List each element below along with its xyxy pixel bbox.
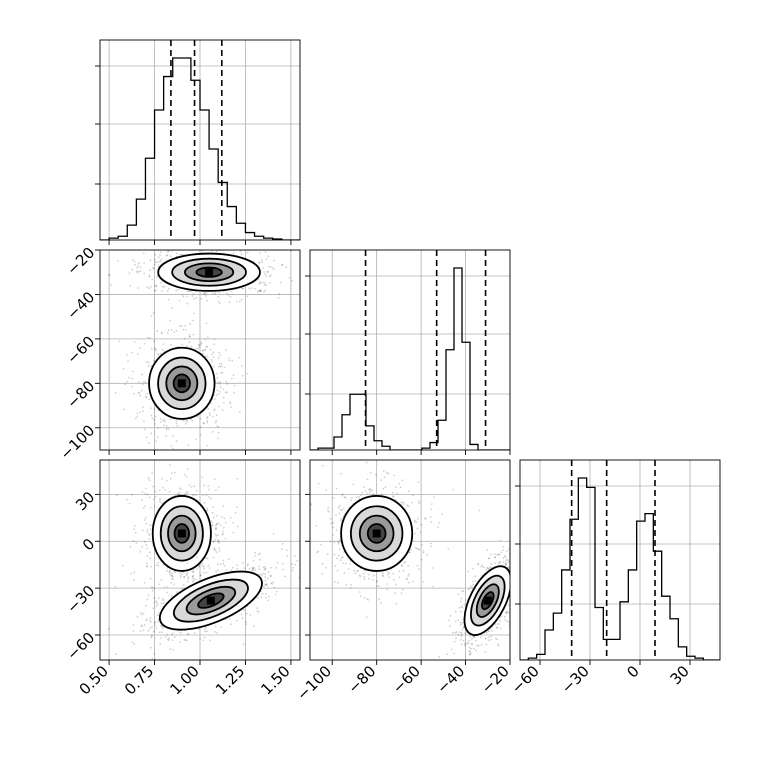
y-tick-label: −100	[57, 421, 99, 463]
x-tick-label: 1.25	[212, 662, 248, 698]
density-layer	[310, 461, 510, 660]
x-tick-label: −40	[433, 662, 468, 697]
y-tick-label: −60	[63, 629, 98, 664]
y-tick-label: −80	[63, 377, 98, 412]
x-tick-label: −60	[508, 662, 543, 697]
x-tick-label: 0	[623, 662, 642, 681]
contour-line	[172, 578, 249, 623]
y-tick-label: −60	[63, 333, 98, 368]
contour-line	[157, 356, 207, 411]
axes-frame	[309, 249, 511, 451]
contour-line	[171, 257, 247, 287]
panel-p2-vs-p1: −20 −40 −60 −80 −100	[57, 244, 301, 463]
contour-line	[195, 266, 223, 278]
contour-line	[158, 570, 263, 631]
histogram-step	[310, 267, 510, 450]
contour-line	[157, 252, 261, 292]
contour-line	[148, 346, 216, 420]
histogram-step	[100, 57, 300, 240]
grid	[100, 250, 300, 450]
panel-p3-vs-p1: 0.50 0.75 1.00 1.25 1.50 30 0 −30 −60	[63, 459, 301, 698]
contour-line	[173, 523, 190, 544]
contour-line	[349, 505, 404, 562]
histogram-step	[520, 477, 720, 660]
x-tick-label: 0.75	[121, 662, 157, 698]
x-tick-label: −60	[389, 662, 424, 697]
contour-line	[151, 495, 212, 572]
x-tick-label: −30	[558, 662, 593, 697]
density-layer	[107, 464, 300, 660]
y-tick-label: −40	[63, 288, 98, 323]
contour-line	[358, 514, 395, 553]
y-tick-label: −30	[63, 582, 98, 617]
contour-line	[167, 514, 197, 553]
x-tick-label: −80	[344, 662, 379, 697]
contour-line	[185, 585, 237, 616]
y-tick-label: 0	[79, 535, 98, 554]
x-tick-label: −20	[478, 662, 513, 697]
x-tick-label: 0.50	[76, 662, 112, 698]
contour-line	[366, 523, 387, 544]
contour-line	[172, 373, 191, 394]
x-tick-label: 1.00	[166, 662, 202, 698]
panel-p3-hist: −60 −30 0 30	[508, 459, 721, 697]
contour-line	[197, 592, 225, 609]
panel-p2-hist	[305, 249, 511, 455]
x-tick-label: 30	[667, 662, 693, 688]
contour-line	[184, 262, 235, 282]
contour-line	[159, 505, 204, 562]
axes-frame	[309, 459, 511, 661]
contour-line	[165, 365, 199, 402]
contour-line	[470, 574, 506, 627]
y-tick-label: 30	[72, 488, 98, 514]
x-tick-label: 1.50	[257, 662, 293, 698]
grid	[100, 40, 300, 240]
y-tick-label: −20	[63, 244, 98, 279]
axes-frame	[519, 459, 721, 661]
panel-p1-hist	[95, 39, 301, 245]
contour-line	[481, 591, 495, 611]
grid	[310, 250, 510, 450]
panel-p3-vs-p2: −100 −80 −60 −40 −20	[293, 459, 513, 704]
contour-line	[340, 495, 414, 572]
x-tick-label: −100	[293, 662, 335, 704]
contour-line	[463, 565, 510, 636]
contour-line	[475, 583, 500, 618]
density-layer	[108, 250, 293, 450]
